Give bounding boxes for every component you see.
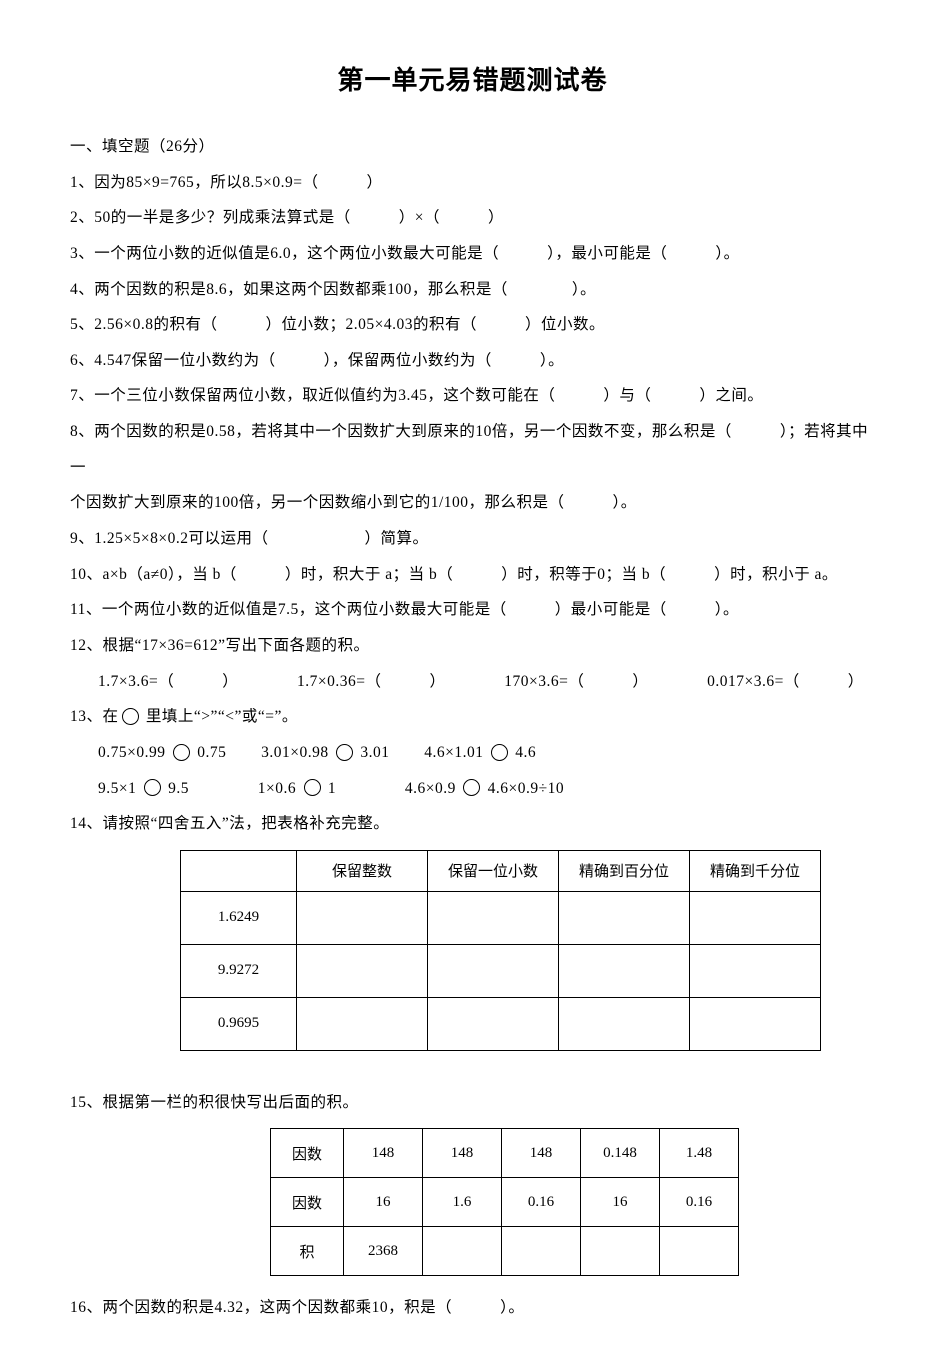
factor-table: 因数 148 148 148 0.148 1.48 因数 16 1.6 0.16… bbox=[270, 1128, 739, 1276]
circle-icon bbox=[463, 779, 480, 796]
t15-r1c3: 148 bbox=[502, 1129, 581, 1178]
t15-r3c2 bbox=[423, 1227, 502, 1276]
question-13-row2: 9.5×1 9.5 1×0.6 1 4.6×0.9 4.6×0.9÷10 bbox=[70, 771, 875, 807]
t15-r2c0: 因数 bbox=[271, 1178, 344, 1227]
t14-r1c2 bbox=[428, 944, 559, 997]
page-title: 第一单元易错题测试卷 bbox=[70, 60, 875, 97]
t15-r1c5: 1.48 bbox=[660, 1129, 739, 1178]
question-1: 1、因为85×9=765，所以8.5×0.9=（ ） bbox=[70, 165, 875, 201]
question-11: 11、一个两位小数的近似值是7.5，这个两位小数最大可能是（ ）最小可能是（ ）… bbox=[70, 592, 875, 628]
t14-r2c2 bbox=[428, 997, 559, 1050]
q12-c: 170×3.6=（ ） bbox=[504, 673, 648, 690]
table-row: 因数 16 1.6 0.16 16 0.16 bbox=[271, 1178, 739, 1227]
question-13-row1: 0.75×0.99 0.75 3.01×0.98 3.01 4.6×1.01 4… bbox=[70, 735, 875, 771]
t15-r2c5: 0.16 bbox=[660, 1178, 739, 1227]
q13-text-b: 里填上“>”“<”或“=”。 bbox=[142, 708, 298, 725]
q13r2-c: 1×0.6 bbox=[258, 780, 296, 797]
exam-page: 第一单元易错题测试卷 一、填空题（26分） 1、因为85×9=765，所以8.5… bbox=[0, 0, 945, 1366]
question-15: 15、根据第一栏的积很快写出后面的积。 bbox=[70, 1085, 875, 1121]
table-row: 9.9272 bbox=[181, 944, 821, 997]
table-row: 0.9695 bbox=[181, 997, 821, 1050]
question-8b: 个因数扩大到原来的100倍，另一个因数缩小到它的1/100，那么积是（ ）。 bbox=[70, 485, 875, 521]
t14-h2: 保留一位小数 bbox=[428, 850, 559, 891]
t14-h1: 保留整数 bbox=[297, 850, 428, 891]
t15-r2c3: 0.16 bbox=[502, 1178, 581, 1227]
rounding-table: 保留整数 保留一位小数 精确到百分位 精确到千分位 1.6249 9.9272 … bbox=[180, 850, 821, 1051]
t14-r2c1 bbox=[297, 997, 428, 1050]
t14-r2c0: 0.9695 bbox=[181, 997, 297, 1050]
question-7: 7、一个三位小数保留两位小数，取近似值约为3.45，这个数可能在（ ）与（ ）之… bbox=[70, 378, 875, 414]
circle-icon bbox=[491, 744, 508, 761]
question-13: 13、在 里填上“>”“<”或“=”。 bbox=[70, 699, 875, 735]
question-6: 6、4.547保留一位小数约为（ ），保留两位小数约为（ ）。 bbox=[70, 343, 875, 379]
section-heading: 一、填空题（26分） bbox=[70, 129, 875, 165]
question-4: 4、两个因数的积是8.6，如果这两个因数都乘100，那么积是（ ）。 bbox=[70, 272, 875, 308]
t15-r2c1: 16 bbox=[344, 1178, 423, 1227]
question-8a: 8、两个因数的积是0.58，若将其中一个因数扩大到原来的10倍，另一个因数不变，… bbox=[70, 414, 875, 485]
t14-r1c1 bbox=[297, 944, 428, 997]
question-12: 12、根据“17×36=612”写出下面各题的积。 bbox=[70, 628, 875, 664]
t14-r2c3 bbox=[559, 997, 690, 1050]
t15-r3c3 bbox=[502, 1227, 581, 1276]
q13r1-c: 3.01×0.98 bbox=[261, 744, 329, 761]
t14-r0c2 bbox=[428, 891, 559, 944]
t15-r2c2: 1.6 bbox=[423, 1178, 502, 1227]
q13r1-b: 0.75 bbox=[197, 744, 226, 761]
question-10: 10、a×b（a≠0），当 b（ ）时，积大于 a；当 b（ ）时，积等于0；当… bbox=[70, 557, 875, 593]
q13r1-f: 4.6 bbox=[515, 744, 536, 761]
q12-b: 1.7×0.36=（ ） bbox=[297, 673, 445, 690]
t15-r3c5 bbox=[660, 1227, 739, 1276]
t14-r1c0: 9.9272 bbox=[181, 944, 297, 997]
question-2: 2、50的一半是多少？列成乘法算式是（ ）×（ ） bbox=[70, 200, 875, 236]
question-5: 5、2.56×0.8的积有（ ）位小数；2.05×4.03的积有（ ）位小数。 bbox=[70, 307, 875, 343]
q13-text-a: 13、在 bbox=[70, 708, 119, 725]
q13r2-f: 4.6×0.9÷10 bbox=[488, 780, 565, 797]
t14-r1c3 bbox=[559, 944, 690, 997]
question-16: 16、两个因数的积是4.32，这两个因数都乘10，积是（ ）。 bbox=[70, 1290, 875, 1326]
q12-d: 0.017×3.6=（ ） bbox=[707, 673, 864, 690]
t14-r0c4 bbox=[690, 891, 821, 944]
t15-r1c1: 148 bbox=[344, 1129, 423, 1178]
table-row: 积 2368 bbox=[271, 1227, 739, 1276]
table-header-row: 保留整数 保留一位小数 精确到百分位 精确到千分位 bbox=[181, 850, 821, 891]
table-row: 因数 148 148 148 0.148 1.48 bbox=[271, 1129, 739, 1178]
t15-r1c4: 0.148 bbox=[581, 1129, 660, 1178]
q13r1-e: 4.6×1.01 bbox=[424, 744, 483, 761]
circle-icon bbox=[144, 779, 161, 796]
q13r1-d: 3.01 bbox=[360, 744, 389, 761]
t14-h0 bbox=[181, 850, 297, 891]
q13r1-a: 0.75×0.99 bbox=[98, 744, 166, 761]
t15-r3c1: 2368 bbox=[344, 1227, 423, 1276]
t15-r2c4: 16 bbox=[581, 1178, 660, 1227]
question-14: 14、请按照“四舍五入”法，把表格补充完整。 bbox=[70, 806, 875, 842]
question-3: 3、一个两位小数的近似值是6.0，这个两位小数最大可能是（ ），最小可能是（ ）… bbox=[70, 236, 875, 272]
q13r2-b: 9.5 bbox=[168, 780, 189, 797]
q13r2-e: 4.6×0.9 bbox=[405, 780, 456, 797]
t14-r0c3 bbox=[559, 891, 690, 944]
t14-r1c4 bbox=[690, 944, 821, 997]
t14-h3: 精确到百分位 bbox=[559, 850, 690, 891]
circle-icon bbox=[304, 779, 321, 796]
t15-r1c0: 因数 bbox=[271, 1129, 344, 1178]
t14-r0c0: 1.6249 bbox=[181, 891, 297, 944]
t14-h4: 精确到千分位 bbox=[690, 850, 821, 891]
t15-r3c0: 积 bbox=[271, 1227, 344, 1276]
question-12-sub: 1.7×3.6=（ ） 1.7×0.36=（ ） 170×3.6=（ ） 0.0… bbox=[70, 664, 875, 700]
t15-r3c4 bbox=[581, 1227, 660, 1276]
table-row: 1.6249 bbox=[181, 891, 821, 944]
t14-r2c4 bbox=[690, 997, 821, 1050]
t14-r0c1 bbox=[297, 891, 428, 944]
circle-icon bbox=[122, 708, 139, 725]
question-9: 9、1.25×5×8×0.2可以运用（ ）简算。 bbox=[70, 521, 875, 557]
q13r2-a: 9.5×1 bbox=[98, 780, 136, 797]
q13r2-d: 1 bbox=[328, 780, 336, 797]
circle-icon bbox=[173, 744, 190, 761]
t15-r1c2: 148 bbox=[423, 1129, 502, 1178]
circle-icon bbox=[336, 744, 353, 761]
q12-a: 1.7×3.6=（ ） bbox=[98, 673, 238, 690]
